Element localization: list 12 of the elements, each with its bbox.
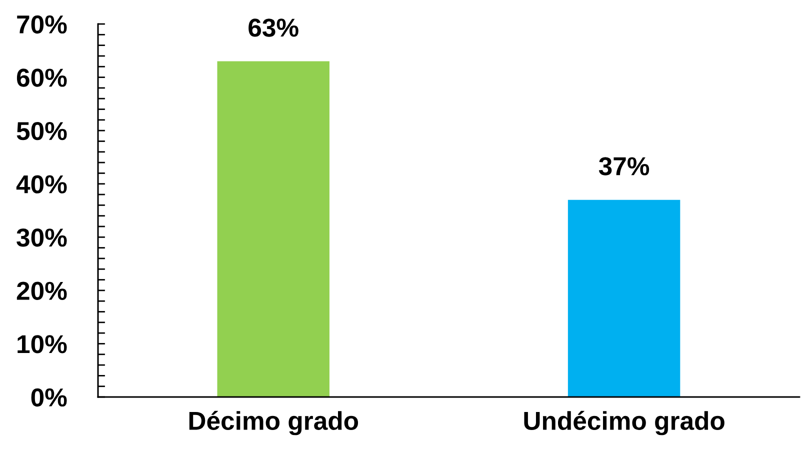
data-label: 37% — [598, 157, 650, 176]
x-tick-label: Décimo grado — [189, 410, 358, 436]
data-label: 63% — [248, 18, 298, 37]
y-tick-label: 60% — [16, 68, 67, 87]
y-tick-label: 70% — [17, 15, 67, 34]
y-tick-label: 30% — [16, 228, 67, 247]
y-tick-label: 0% — [31, 388, 67, 407]
y-tick-label: 50% — [16, 122, 67, 140]
x-tick-label: Undécimo grado — [524, 410, 724, 436]
y-tick-label: 10% — [18, 335, 67, 354]
y-tick-label: 40% — [16, 175, 67, 194]
y-tick-label: 20% — [16, 282, 67, 300]
